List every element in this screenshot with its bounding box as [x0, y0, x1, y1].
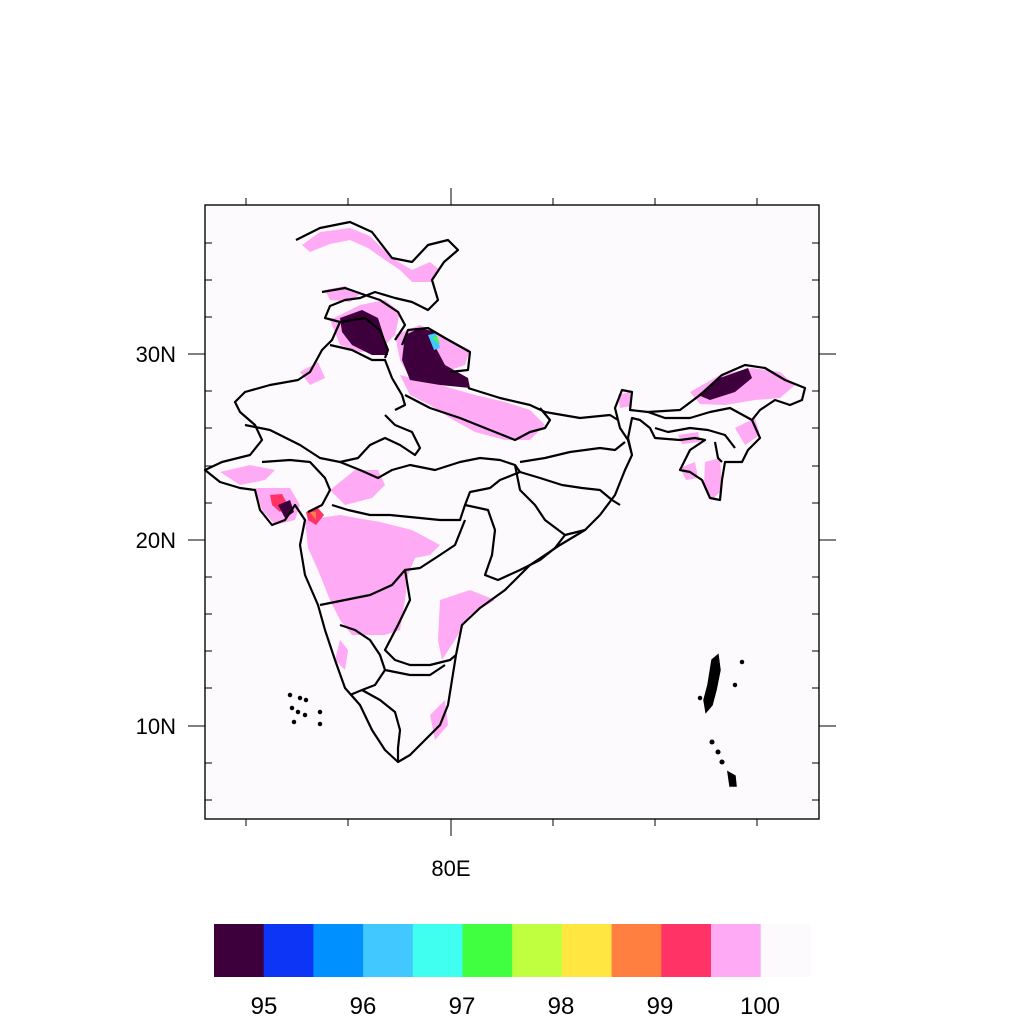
colorbar-swatch-11: [760, 924, 811, 977]
colorbar-swatch-4: [412, 924, 463, 977]
colorbar-label-97: 97: [449, 993, 476, 1020]
contour-fill-95: [270, 310, 752, 525]
lon-label-80e: 80E: [431, 856, 470, 881]
lat-label-20n: 20N: [136, 528, 176, 553]
colorbar-swatch-2: [313, 924, 364, 977]
colorbar-swatch-10: [711, 924, 762, 977]
map-border: [204, 204, 820, 820]
colorbar-label-95: 95: [251, 993, 278, 1020]
colorbar-label-99: 99: [647, 993, 674, 1020]
colorbar-swatch-1: [263, 924, 314, 977]
colorbar-swatch-7: [561, 924, 613, 977]
islands: [287, 653, 745, 787]
colorbar-swatch-5: [462, 924, 513, 977]
colorbar-swatch-0: [214, 924, 265, 977]
colorbar-swatch-6: [512, 924, 563, 977]
colorbar-swatch-9: [661, 924, 712, 977]
colorbar-label-96: 96: [350, 993, 377, 1020]
axis-ticks: [188, 188, 836, 836]
colorbar-swatch-3: [363, 924, 414, 977]
colorbar: [214, 924, 811, 977]
colorbar-swatch-8: [611, 924, 662, 977]
colorbar-label-100: 100: [740, 993, 780, 1020]
colorbar-labels: 95 96 97 98 99 100: [251, 993, 780, 1020]
lat-label-10n: 10N: [136, 714, 176, 739]
state-boundaries: [203, 220, 807, 764]
colorbar-label-98: 98: [548, 993, 575, 1020]
lat-label-30n: 30N: [136, 342, 176, 367]
